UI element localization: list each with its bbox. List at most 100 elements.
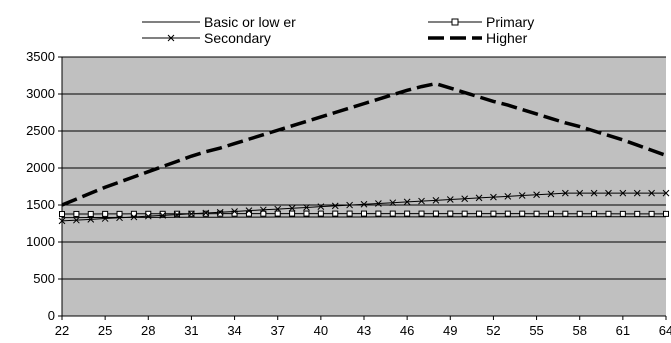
point-primary (346, 210, 353, 217)
legend: Basic or low er Primary Secondary Higher (142, 14, 534, 46)
point-primary (102, 210, 109, 217)
point-primary (432, 210, 439, 217)
gridlines (62, 56, 666, 280)
point-secondary (101, 215, 109, 222)
x-tick-label: 64 (659, 323, 671, 338)
point-secondary (144, 212, 152, 220)
x-tick-label: 46 (400, 323, 414, 338)
point-secondary (317, 203, 325, 210)
point-primary (504, 210, 511, 217)
point-secondary (662, 189, 670, 197)
point-secondary (648, 189, 655, 197)
point-primary (87, 210, 94, 217)
point-primary (59, 211, 65, 218)
point-secondary (475, 194, 483, 202)
legend-label-basic: Basic or low er (204, 14, 296, 30)
point-primary (533, 210, 540, 217)
series-primary (59, 210, 669, 218)
point-secondary (418, 197, 425, 205)
legend-label-primary: Primary (486, 14, 534, 30)
y-tick-label: 3000 (26, 86, 55, 101)
series-line-higher (61, 81, 667, 207)
legend-entry-secondary: Secondary (142, 30, 271, 46)
point-secondary (116, 214, 123, 222)
point-secondary (303, 204, 310, 211)
point-secondary (73, 216, 80, 224)
point-secondary (461, 195, 469, 203)
point-secondary (173, 211, 181, 218)
x-tick-label: 34 (227, 323, 241, 338)
x-tick-label: 40 (314, 323, 328, 338)
point-secondary (533, 191, 540, 199)
point-secondary (375, 200, 382, 207)
point-secondary (576, 189, 584, 197)
x-tick-label: 22 (55, 323, 69, 338)
legend-marker-primary (451, 18, 459, 26)
point-secondary (504, 192, 512, 200)
point-primary (591, 210, 598, 217)
point-primary (289, 210, 296, 217)
y-tick-label: 3500 (26, 49, 55, 64)
point-secondary (403, 198, 411, 206)
point-secondary (245, 207, 253, 214)
series-line-basic (62, 216, 666, 219)
point-secondary (547, 190, 555, 198)
y-tick-label: 0 (48, 308, 55, 323)
point-secondary (590, 189, 598, 197)
legend-marker-secondary (167, 34, 175, 42)
point-primary (217, 210, 224, 217)
point-secondary (633, 189, 641, 197)
point-secondary (87, 216, 95, 223)
point-secondary (619, 189, 627, 197)
point-secondary (389, 199, 397, 207)
point-secondary (231, 208, 238, 215)
point-secondary (432, 196, 440, 204)
point-primary (260, 210, 267, 217)
point-secondary (446, 196, 454, 203)
plot-area (62, 57, 666, 316)
point-primary (361, 210, 367, 217)
point-secondary (259, 206, 267, 214)
point-primary (576, 210, 583, 217)
point-primary (562, 210, 569, 217)
point-primary (634, 210, 641, 217)
point-primary (619, 210, 626, 217)
point-primary (317, 210, 324, 217)
x-tick-label: 52 (486, 323, 500, 338)
legend-label-higher: Higher (486, 30, 528, 46)
x-tick-label: 55 (529, 323, 543, 338)
point-secondary (346, 201, 353, 209)
point-secondary (188, 210, 195, 218)
point-secondary (605, 189, 612, 197)
x-tick-label: 37 (270, 323, 284, 338)
series-group (58, 81, 670, 225)
point-primary (73, 210, 80, 217)
point-secondary (130, 213, 138, 221)
x-tick-label: 43 (357, 323, 371, 338)
point-primary (174, 210, 181, 217)
point-primary (461, 210, 468, 217)
point-primary (418, 210, 425, 217)
point-secondary (58, 217, 66, 225)
point-primary (303, 210, 310, 217)
x-tick-label: 58 (572, 323, 586, 338)
point-primary (159, 210, 166, 217)
legend-entry-primary: Primary (428, 14, 534, 30)
point-primary (375, 210, 382, 217)
point-primary (490, 210, 497, 217)
point-primary (447, 210, 454, 217)
x-axis-ticks: 22 25 28 31 34 37 40 43 46 49 52 55 58 61 64 (55, 316, 671, 338)
point-primary (663, 210, 669, 217)
point-primary (404, 210, 411, 217)
legend-entry-basic: Basic or low er (142, 14, 296, 30)
point-primary (202, 210, 209, 217)
y-tick-label: 1500 (26, 197, 55, 212)
y-axis-ticks: 0 500 1000 1500 2000 2500 3000 3500 (26, 49, 62, 323)
point-secondary (490, 193, 497, 201)
point-secondary (360, 200, 368, 208)
point-secondary (288, 204, 296, 212)
point-secondary (216, 208, 224, 216)
point-secondary (561, 189, 569, 197)
series-higher (61, 81, 667, 207)
